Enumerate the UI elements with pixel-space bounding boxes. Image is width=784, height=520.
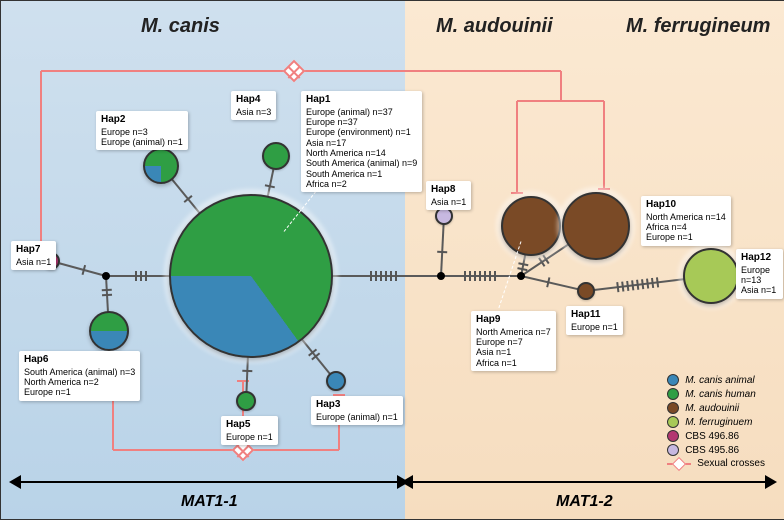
label-hap4: Hap4Asia n=3	[231, 91, 276, 120]
label-hap7: Hap7Asia n=1	[11, 241, 56, 270]
node-hap10	[562, 192, 630, 260]
legend: M. canis animalM. canis humanM. audouini…	[667, 372, 765, 469]
label-hap9: Hap9North America n=7Europe n=7Asia n=1A…	[471, 311, 556, 371]
mat1-1-label: MAT1-1	[181, 493, 238, 511]
label-hap11: Hap11Europe n=1	[566, 306, 623, 335]
node-hap5	[236, 391, 256, 411]
label-hap2: Hap2Europe n=3Europe (animal) n=1	[96, 111, 188, 150]
node-hap6	[89, 311, 129, 351]
label-hap6: Hap6South America (animal) n=3North Amer…	[19, 351, 140, 401]
node-hap3	[326, 371, 346, 391]
title-m-ferrugineum: M. ferrugineum	[626, 15, 770, 38]
label-hap5: Hap5Europe n=1	[221, 416, 278, 445]
mat1-2-axis	[413, 481, 765, 483]
label-hap12: Hap12Europe n=13Asia n=1	[736, 249, 783, 299]
diagram-root: M. canis M. audouinii M. ferrugineum Hap…	[0, 0, 784, 520]
mat1-2-label: MAT1-2	[556, 493, 613, 511]
node-hap9	[501, 196, 561, 256]
node-hap2	[143, 148, 179, 184]
node-hap12	[683, 248, 739, 304]
node-hap4	[262, 142, 290, 170]
mat1-1-arrow-left	[9, 475, 21, 489]
node-hap11	[577, 282, 595, 300]
mat1-2-arrow-right	[765, 475, 777, 489]
title-m-canis: M. canis	[141, 15, 220, 38]
mat1-2-arrow-left	[401, 475, 413, 489]
label-hap10: Hap10North America n=14Africa n=4Europe …	[641, 196, 731, 246]
label-hap1: Hap1Europe (animal) n=37Europe n=37Europ…	[301, 91, 422, 192]
node-hap1	[169, 194, 333, 358]
title-m-audouinii: M. audouinii	[436, 15, 553, 38]
label-hap3: Hap3Europe (animal) n=1	[311, 396, 403, 425]
label-hap8: Hap8Asia n=1	[426, 181, 471, 210]
mat1-1-axis	[21, 481, 397, 483]
